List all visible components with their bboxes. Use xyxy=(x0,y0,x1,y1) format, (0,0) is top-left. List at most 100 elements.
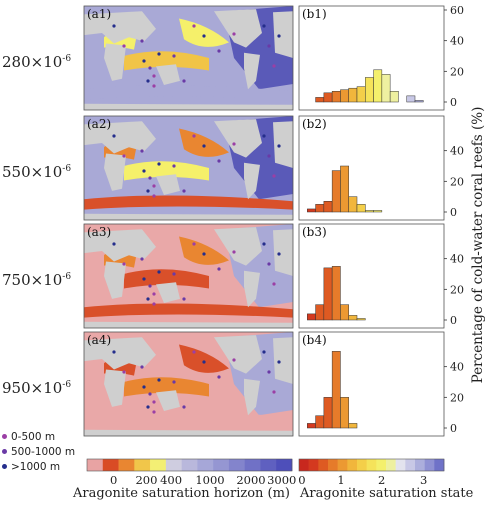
histogram-bar xyxy=(348,423,358,429)
colorbar-swatch xyxy=(197,459,214,471)
continent-7 xyxy=(84,321,293,328)
histogram-bar xyxy=(340,397,349,429)
state-colorbar-label: Aragonite saturation state xyxy=(300,486,474,501)
histogram-bar xyxy=(373,69,383,103)
continent-2 xyxy=(104,153,126,191)
continent-7 xyxy=(84,429,293,436)
legend-dot-icon xyxy=(2,449,7,454)
map-frame xyxy=(83,5,294,111)
colorbar-swatch xyxy=(118,459,135,471)
map-panels: (a1) (a2) (a3) (a4) xyxy=(83,5,294,437)
coral-reef-dot xyxy=(152,400,156,404)
histogram-panel-1: (b1) 0 20 40 60 xyxy=(298,4,464,111)
ocean-band-equator xyxy=(124,377,209,397)
coral-reef-dot xyxy=(172,272,176,276)
y-tick-label: 20 xyxy=(450,175,464,188)
coral-reef-dot xyxy=(142,277,146,281)
colorbar-swatch xyxy=(357,459,367,471)
histogram-panel-2: (b2) 0 20 40 xyxy=(298,115,464,221)
colorbar-swatch xyxy=(337,459,348,471)
y-tick-label: 40 xyxy=(450,145,464,158)
co2-label-280: 280×10-6 xyxy=(2,53,72,71)
ocean-band-southern xyxy=(84,303,293,318)
ocean-band-equator xyxy=(124,161,209,181)
map-content xyxy=(84,116,293,220)
coral-reef-dot xyxy=(277,360,281,364)
legend-depth-mid: 500-1000 m xyxy=(2,446,75,458)
coral-reef-dot xyxy=(272,282,276,286)
histogram-bar xyxy=(414,100,424,103)
coral-reef-dot xyxy=(202,252,206,256)
coral-reef-dot xyxy=(152,74,156,78)
y-tick-label: 0 xyxy=(450,314,457,327)
coral-reef-dot xyxy=(217,159,221,163)
histogram-bar xyxy=(315,204,325,213)
histogram-panel-label: (b4) xyxy=(302,333,327,347)
coral-reef-dot xyxy=(140,149,144,153)
coral-reef-dot xyxy=(192,134,196,138)
continent-5 xyxy=(244,378,260,416)
ocean-band-north-pacific xyxy=(179,344,229,373)
legend-depth-deep: >1000 m xyxy=(2,461,60,473)
continent-5 xyxy=(244,52,260,90)
legend-depth-shallow: 0-500 m xyxy=(2,431,55,443)
coral-reef-dot xyxy=(267,154,271,158)
coral-reef-dot xyxy=(277,252,281,256)
y-tick-label: 20 xyxy=(450,65,464,78)
histogram-bar xyxy=(356,86,366,103)
colorbar-swatch xyxy=(318,459,329,471)
continent-6 xyxy=(273,11,293,58)
histogram-bar xyxy=(356,318,366,321)
ocean-band-southern xyxy=(84,85,293,100)
coral-reef-dot xyxy=(192,242,196,246)
map-panel-label: (a1) xyxy=(87,7,111,21)
map-content xyxy=(84,224,293,328)
continent-5 xyxy=(244,162,260,200)
coral-reef-dot xyxy=(202,360,206,364)
continent-1 xyxy=(84,337,156,370)
continent-6 xyxy=(273,229,293,276)
colorbar-swatch xyxy=(102,459,119,471)
colorbar-swatch xyxy=(424,459,435,471)
coral-reef-dot xyxy=(192,350,196,354)
coral-reef-dot xyxy=(267,262,271,266)
co2-label-550: 550×10-6 xyxy=(2,163,72,181)
coral-reef-dot xyxy=(112,24,116,28)
coral-reef-dot xyxy=(277,144,281,148)
colorbar-swatch xyxy=(376,459,387,471)
colorbar-swatch xyxy=(347,459,358,471)
coral-reef-dot xyxy=(140,257,144,261)
ocean-band-equator xyxy=(124,51,209,71)
coral-reef-dot xyxy=(148,392,152,396)
colorbar-swatch xyxy=(405,459,416,471)
coral-reef-dot xyxy=(172,54,176,58)
co2-label-950: 950×10-6 xyxy=(2,379,72,397)
coral-reef-dot xyxy=(142,385,146,389)
coral-reef-dot xyxy=(272,64,276,68)
coral-reef-dot xyxy=(148,176,152,180)
histogram-bar xyxy=(365,210,374,213)
histogram-bar xyxy=(323,92,333,103)
legend-dot-icon xyxy=(2,434,7,439)
coral-reef-dot xyxy=(148,284,152,288)
histogram-bar xyxy=(331,91,341,103)
histogram-bar xyxy=(373,210,383,213)
colorbar-frame xyxy=(86,458,293,472)
histogram-bar xyxy=(323,397,333,429)
continent-4 xyxy=(214,119,262,158)
y-tick-label: 60 xyxy=(450,4,464,17)
map-content xyxy=(84,6,293,110)
histogram-panel-label: (b3) xyxy=(302,225,327,239)
map-panel-label: (a2) xyxy=(87,117,111,131)
colorbars: 0 200 400 1000 2000 3000 0 1 2 3 xyxy=(86,458,445,487)
histogram-bar xyxy=(331,170,341,213)
continent-2 xyxy=(104,261,126,299)
coral-reef-dot xyxy=(152,410,156,414)
colorbar-swatch xyxy=(276,459,293,471)
histogram-bar xyxy=(331,266,341,321)
y-tick-label: 0 xyxy=(450,206,457,219)
continent-2 xyxy=(104,43,126,81)
continent-1 xyxy=(84,121,156,154)
coral-reef-dot xyxy=(262,350,266,354)
